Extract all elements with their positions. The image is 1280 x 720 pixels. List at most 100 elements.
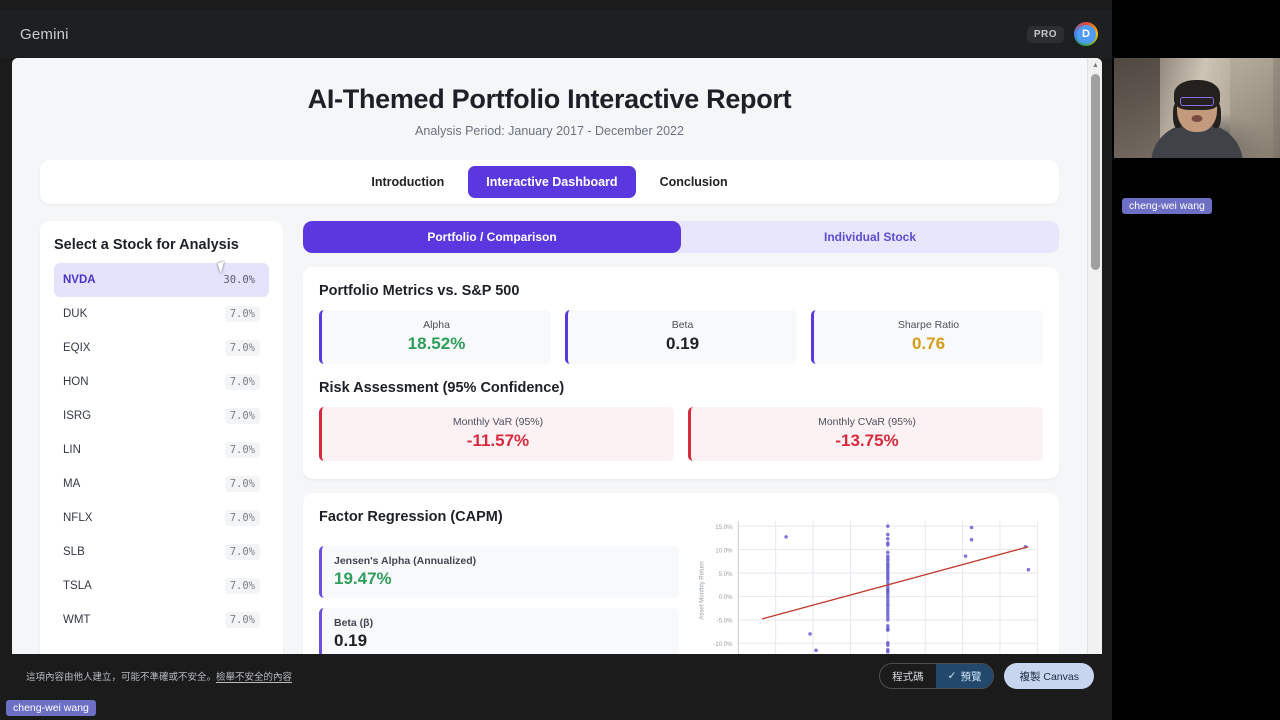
stock-symbol: ISRG [63, 410, 92, 422]
stock-weight: 7.0% [224, 340, 260, 356]
capm-value: 19.47% [334, 569, 392, 588]
stock-weight: 7.0% [224, 510, 260, 526]
factor-regression-card: Factor Regression (CAPM) Jensen's Alpha … [303, 493, 1059, 672]
scrollbar-thumb[interactable] [1091, 74, 1100, 270]
stock-symbol: TSLA [63, 580, 92, 592]
sidebar-item-eqix[interactable]: EQIX 7.0% [54, 331, 269, 365]
stock-weight: 7.0% [224, 578, 260, 594]
disclaimer-text: 這項內容由他人建立，可能不準確或不安全。 [26, 672, 217, 683]
analysis-period: Analysis Period: January 2017 - December… [415, 124, 684, 138]
capm-value: 0.19 [334, 631, 368, 650]
stock-symbol: WMT [63, 614, 91, 626]
content-disclaimer: 這項內容由他人建立，可能不準確或不安全。檢舉不安全的內容 [26, 669, 292, 683]
stock-weight: 7.0% [224, 306, 260, 322]
metric-beta: Beta 0.19 [565, 310, 797, 364]
sidebar-item-lin[interactable]: LIN 7.0% [54, 433, 269, 467]
tab-interactive-dashboard[interactable]: Interactive Dashboard [468, 166, 636, 198]
stock-symbol: NVDA [63, 274, 96, 286]
pro-badge: PRO [1026, 25, 1064, 43]
sidebar-item-hon[interactable]: HON 7.0% [54, 365, 269, 399]
sidebar-item-ma[interactable]: MA 7.0% [54, 467, 269, 501]
code-preview-segmented-control: 程式碼 ✓ 預覽 [879, 663, 995, 689]
portfolio-metrics-title: Portfolio Metrics vs. S&P 500 [319, 283, 520, 299]
regression-scatter-chart[interactable]: 15.0% 10.0% 5.0% 0.0% -5.0% -10.0% Asset Month… [695, 509, 1043, 672]
avatar-initial: D [1076, 24, 1096, 44]
metric-value: -13.75% [835, 431, 899, 450]
webcam-region: cheng-wei wang [1112, 0, 1280, 720]
stock-symbol: EQIX [63, 342, 91, 354]
stock-symbol: DUK [63, 308, 88, 320]
svg-text:-5.0%: -5.0% [717, 618, 734, 625]
metric-label: Beta [671, 319, 694, 331]
code-tab-button[interactable]: 程式碼 [892, 670, 924, 683]
report-scroll-area: AI-Themed Portfolio Interactive Report A… [12, 58, 1087, 672]
svg-text:0.0%: 0.0% [719, 594, 733, 601]
sidebar-item-nflx[interactable]: NFLX 7.0% [54, 501, 269, 535]
capm-body: Factor Regression (CAPM) Jensen's Alpha … [319, 509, 1043, 672]
gemini-header-actions: PRO D [1026, 22, 1098, 46]
toggle-individual-stock[interactable]: Individual Stock [823, 230, 916, 244]
sidebar-item-wmt[interactable]: WMT 7.0% [54, 603, 269, 637]
capm-label: Beta (β) [334, 617, 374, 629]
portfolio-metrics-card: Portfolio Metrics vs. S&P 500 Alpha 18.5… [303, 267, 1059, 479]
view-mode-toggle: Portfolio / Comparison Individual Stock [303, 221, 1059, 253]
svg-text:5.0%: 5.0% [719, 571, 733, 578]
stock-symbol: HON [63, 376, 89, 388]
toggle-portfolio-comparison[interactable]: Portfolio / Comparison [303, 221, 681, 253]
sidebar-item-tsla[interactable]: TSLA 7.0% [54, 569, 269, 603]
metric-sharpe-ratio: Sharpe Ratio 0.76 [811, 310, 1043, 364]
stock-selector-sidebar: Select a Stock for Analysis NVDA 30.0% D… [40, 221, 283, 661]
metric-value: 0.19 [665, 334, 700, 353]
report-unsafe-link[interactable]: 檢舉不安全的內容 [216, 672, 293, 683]
metric-label: Monthly CVaR (95%) [818, 416, 916, 428]
canvas-scrollbar[interactable]: ▲ ▼ [1087, 58, 1102, 672]
dashboard-body: Select a Stock for Analysis NVDA 30.0% D… [40, 221, 1059, 672]
stock-weight: 7.0% [224, 374, 260, 390]
webcam-participant-name: cheng-wei wang [1122, 198, 1212, 214]
sidebar-item-isrg[interactable]: ISRG 7.0% [54, 399, 269, 433]
capm-chart-column: 15.0% 10.0% 5.0% 0.0% -5.0% -10.0% Asset Month… [695, 509, 1043, 672]
screen-share-region: Gemini PRO D AI-Themed Portfolio Interac… [0, 0, 1112, 720]
tab-conclusion[interactable]: Conclusion [659, 175, 728, 189]
metric-alpha: Alpha 18.52% [319, 310, 551, 364]
report-nav-tabs: Introduction Interactive Dashboard Concl… [40, 160, 1059, 204]
copy-canvas-button[interactable]: 複製 Canvas [1004, 663, 1094, 689]
preview-tab-button[interactable]: ✓ 預覽 [935, 664, 994, 688]
stock-weight: 7.0% [224, 408, 260, 424]
scatter-svg: 15.0% 10.0% 5.0% 0.0% -5.0% -10.0% Asset Month… [698, 521, 1038, 661]
page-title: AI-Themed Portfolio Interactive Report [307, 84, 792, 114]
stock-symbol: MA [63, 478, 81, 490]
share-participant-name: cheng-wei wang [6, 700, 96, 716]
check-icon: ✓ [947, 670, 957, 682]
webcam-person-mouth [1191, 115, 1203, 122]
svg-text:Asset Monthly Return: Asset Monthly Return [698, 561, 705, 619]
scroll-up-icon[interactable]: ▲ [1092, 61, 1099, 69]
dashboard-main-column: Portfolio / Comparison Individual Stock … [303, 221, 1059, 672]
svg-text:10.0%: 10.0% [715, 547, 733, 554]
metric-monthly-cvar: Monthly CVaR (95%) -13.75% [688, 407, 1043, 461]
svg-text:15.0%: 15.0% [715, 524, 733, 531]
capm-jensens-alpha: Jensen's Alpha (Annualized) 19.47% [319, 546, 679, 598]
sidebar-item-duk[interactable]: DUK 7.0% [54, 297, 269, 331]
stock-weight: 7.0% [224, 442, 260, 458]
canvas-bottom-toolbar: 這項內容由他人建立，可能不準確或不安全。檢舉不安全的內容 程式碼 ✓ 預覽 複製… [0, 654, 1112, 698]
gemini-logo: Gemini [20, 25, 69, 43]
avatar[interactable]: D [1074, 22, 1098, 46]
glasses-icon [1180, 97, 1214, 106]
webcam-door [1230, 58, 1274, 158]
gemini-top-bar: Gemini PRO D [0, 10, 1112, 58]
tab-introduction[interactable]: Introduction [371, 175, 445, 189]
sidebar-item-nvda[interactable]: NVDA 30.0% [54, 263, 269, 297]
webcam-video[interactable] [1114, 58, 1280, 158]
stock-weight: 7.0% [224, 476, 260, 492]
risk-assessment-title: Risk Assessment (95% Confidence) [319, 380, 565, 396]
stock-symbol: LIN [63, 444, 81, 456]
stock-weight: 30.0% [223, 274, 255, 286]
metric-monthly-var: Monthly VaR (95%) -11.57% [319, 407, 674, 461]
stock-weight: 7.0% [224, 544, 260, 560]
capm-metrics: Factor Regression (CAPM) Jensen's Alpha … [319, 509, 679, 672]
sidebar-item-slb[interactable]: SLB 7.0% [54, 535, 269, 569]
toolbar-actions: 程式碼 ✓ 預覽 複製 Canvas [879, 663, 1094, 689]
metric-value: 18.52% [407, 334, 466, 353]
metric-value: 0.76 [911, 334, 946, 353]
